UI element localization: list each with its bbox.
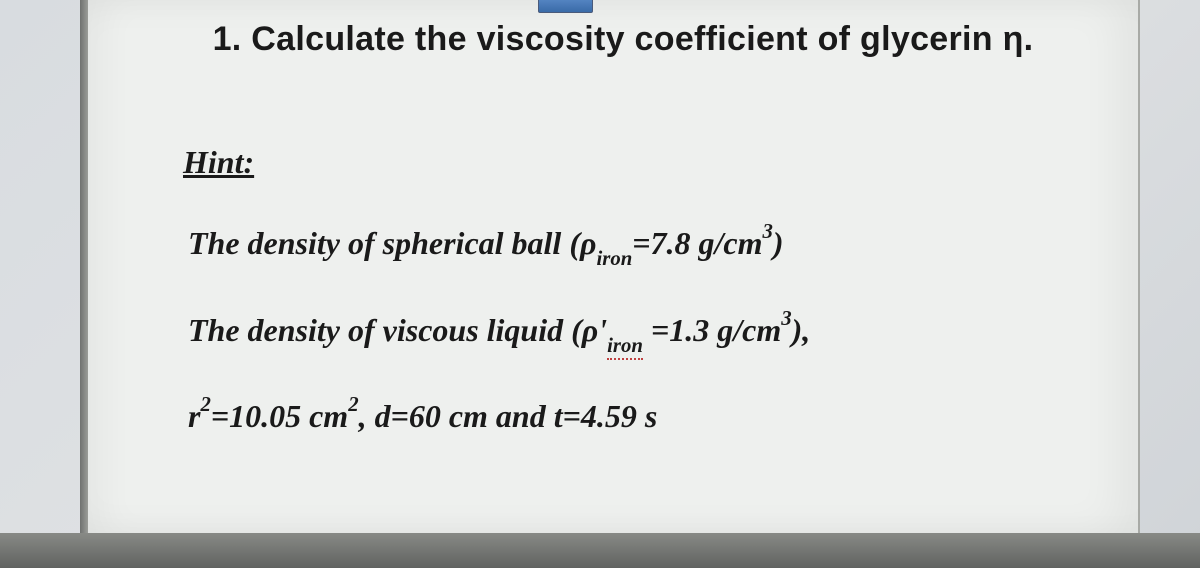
hint-liquid-sup: 3 (781, 307, 791, 330)
hint-r-var: r (188, 398, 200, 434)
hint-r-sup: 2 (200, 393, 210, 416)
hint-liquid-subscript: iron (607, 334, 643, 360)
hint-label: Hint: (183, 144, 1068, 181)
question-text: Calculate the viscosity coefficient of g… (251, 20, 1033, 58)
hint-liquid-suffix: ), (792, 312, 811, 348)
hint-ball-sup: 3 (763, 220, 773, 243)
question-number: 1 (213, 20, 232, 58)
hint-density-liquid: The density of viscous liquid (ρ'iron =1… (188, 308, 1068, 357)
document-page: 1. Calculate the viscosity coefficient o… (85, 0, 1140, 533)
hint-ball-suffix: ) (773, 225, 784, 261)
hint-ball-prefix: The density of spherical ball (ρ (188, 225, 596, 261)
hint-density-ball: The density of spherical ball (ρiron=7.8… (188, 221, 1068, 270)
hint-ball-middle: =7.8 g/cm (632, 225, 762, 261)
hint-params: r2=10.05 cm2, d=60 cm and t=4.59 s (188, 394, 1068, 439)
top-badge (538, 0, 593, 13)
bottom-edge (0, 533, 1200, 568)
hint-rest: , d=60 cm and t=4.59 s (359, 398, 658, 434)
question-dot: . (232, 20, 252, 58)
hint-r-val: =10.05 cm (211, 398, 348, 434)
hint-r-unit-sup: 2 (348, 393, 358, 416)
hint-liquid-prefix: The density of viscous liquid (ρ' (188, 312, 607, 348)
question-line: 1. Calculate the viscosity coefficient o… (178, 20, 1068, 59)
hint-liquid-middle: =1.3 g/cm (643, 312, 781, 348)
hint-ball-subscript: iron (596, 247, 632, 270)
